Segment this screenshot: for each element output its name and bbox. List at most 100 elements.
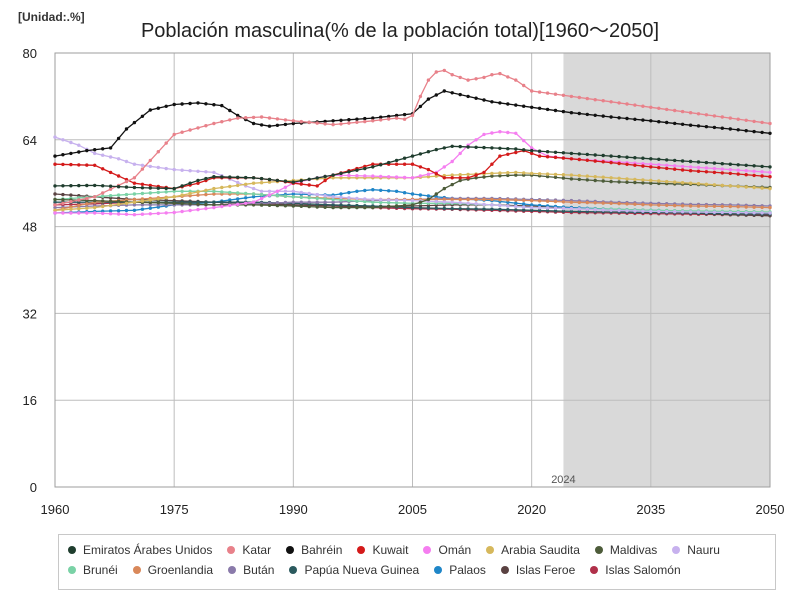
data-point (696, 204, 701, 208)
data-point (228, 184, 232, 189)
data-point (585, 96, 589, 101)
data-point (291, 204, 295, 208)
series-6 (53, 170, 772, 212)
legend-marker (498, 563, 512, 577)
data-point (379, 163, 383, 167)
legend-label: Islas Feroe (515, 563, 576, 577)
forecast-region (563, 53, 770, 487)
data-point (394, 198, 399, 202)
data-point (402, 203, 407, 208)
data-point (355, 120, 359, 125)
data-point (633, 117, 637, 122)
data-point (77, 143, 81, 147)
data-point (522, 208, 526, 212)
data-point (77, 207, 81, 211)
data-point (752, 173, 756, 178)
data-point (101, 147, 105, 151)
data-point (315, 200, 319, 204)
data-point (196, 207, 200, 212)
data-point (116, 136, 121, 141)
data-point (530, 148, 534, 153)
data-point (760, 130, 764, 135)
legend-marker (65, 543, 79, 557)
data-point (140, 199, 145, 203)
data-point (251, 121, 256, 126)
legend-item: Brunéi (65, 560, 118, 580)
data-point (609, 154, 613, 158)
data-point (251, 176, 256, 180)
data-point (363, 188, 367, 193)
data-point (649, 105, 653, 110)
data-point (410, 176, 415, 180)
data-point (760, 174, 764, 178)
data-point (680, 159, 685, 163)
data-point (577, 157, 581, 162)
unit-label: [Unidad:.%] (18, 10, 85, 24)
legend-label: Arabia Saudita (501, 543, 580, 557)
data-point (259, 203, 264, 207)
data-point (204, 170, 208, 174)
data-point (712, 166, 717, 171)
data-point (394, 158, 399, 163)
data-point (673, 210, 677, 214)
data-point (688, 111, 693, 115)
data-point (172, 102, 176, 107)
data-point (768, 186, 772, 191)
data-point (450, 73, 454, 77)
data-point (156, 106, 160, 110)
data-point (593, 208, 597, 212)
data-point (85, 202, 89, 206)
legend-item: Palaos (431, 560, 486, 580)
data-point (323, 202, 327, 207)
plot-border (54, 52, 771, 488)
data-point (124, 212, 129, 216)
legend-item: Bahréin (283, 540, 342, 560)
data-point (275, 123, 280, 128)
data-point (132, 213, 137, 217)
data-point (514, 204, 518, 209)
data-point (101, 153, 105, 157)
data-point (339, 198, 343, 202)
data-point (93, 195, 97, 199)
data-point (355, 199, 359, 203)
data-point (77, 150, 81, 154)
data-point (363, 119, 367, 124)
data-point (585, 152, 589, 157)
data-point (402, 198, 407, 202)
data-point (593, 113, 597, 118)
data-point (545, 172, 550, 176)
data-point (506, 102, 510, 106)
data-point (236, 202, 240, 207)
data-point (609, 160, 613, 165)
data-point (665, 179, 669, 184)
data-point (196, 178, 200, 183)
legend-marker (224, 543, 238, 557)
data-point (402, 162, 407, 166)
legend-marker (225, 563, 239, 577)
data-point (712, 114, 717, 118)
legend-label: Omán (438, 543, 472, 557)
data-point (267, 177, 272, 182)
data-point (196, 169, 200, 173)
series-2 (53, 68, 772, 207)
data-point (688, 165, 693, 169)
data-point (458, 201, 462, 205)
data-point (712, 125, 717, 130)
data-point (633, 202, 637, 206)
data-point (244, 182, 248, 186)
data-point (172, 167, 176, 172)
legend-marker (431, 563, 445, 577)
data-point (307, 191, 311, 196)
data-point (522, 138, 526, 143)
data-point (617, 101, 621, 105)
legend-items: Emiratos Árabes Unidos Katar Bahréin Kuwait… (65, 540, 769, 580)
data-point (458, 178, 462, 183)
data-point (347, 196, 351, 200)
data-point (561, 151, 566, 155)
data-point (251, 195, 256, 199)
data-point (355, 196, 359, 201)
legend-item: Islas Salomón (587, 560, 681, 580)
data-point (434, 199, 438, 204)
data-point (720, 204, 724, 209)
data-point (530, 198, 534, 203)
